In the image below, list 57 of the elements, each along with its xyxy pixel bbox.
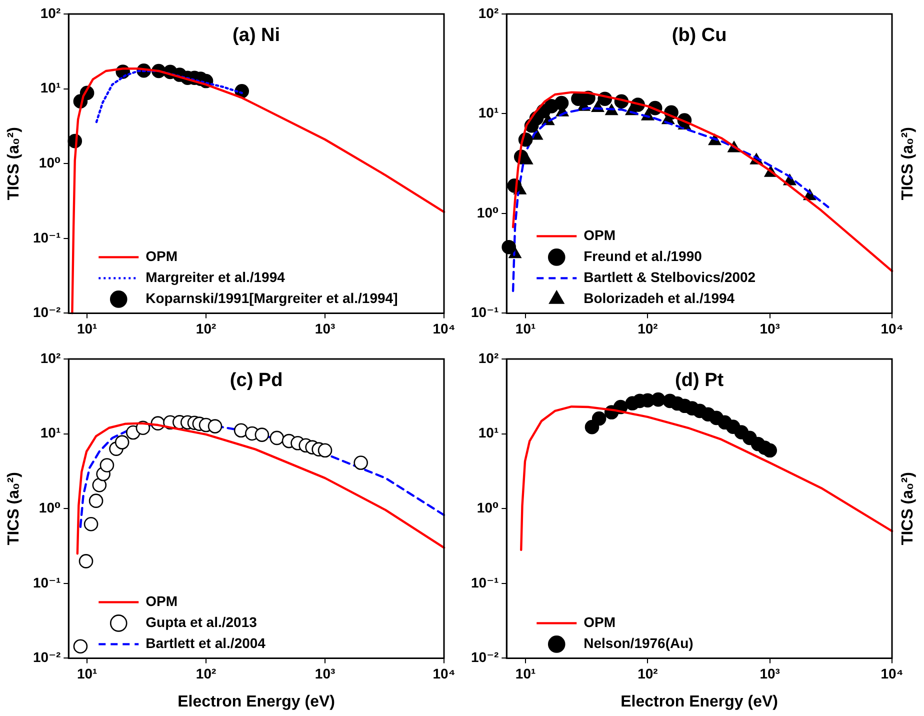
x-tick-label: 10³ xyxy=(760,665,780,682)
y-tick-label: 10⁻¹ xyxy=(471,574,499,590)
y-axis-title: TICS (a₀²) xyxy=(5,127,22,200)
y-tick-label: 10⁻² xyxy=(33,649,61,666)
x-tick-label: 10³ xyxy=(314,320,336,336)
legend-label: OPM xyxy=(146,593,178,610)
text: (b) Cu xyxy=(672,25,727,46)
x-tick-label: 10¹ xyxy=(515,320,536,336)
x-tick-label: 10¹ xyxy=(76,320,98,336)
y-tick-label: 10² xyxy=(478,4,499,21)
y-tick-label: 10⁻¹ xyxy=(33,574,61,590)
x-tick-label: 10² xyxy=(196,665,216,682)
legend-label: Bartlett & Stelbovics/2002 xyxy=(584,269,756,286)
y-tick-label: 10² xyxy=(478,350,499,366)
x-tick-label: 10¹ xyxy=(76,665,98,682)
y-axis-title: TICS (a₀²) xyxy=(5,472,22,546)
y-tick-label: 10⁻² xyxy=(33,304,61,320)
x-tick-label: 10⁴ xyxy=(432,320,456,336)
legend-label: Freund et al./1990 xyxy=(584,248,702,264)
x-tick-label: 10² xyxy=(638,665,658,682)
text: (a) Ni xyxy=(232,25,280,46)
y-axis-title: TICS (a₀²) xyxy=(899,472,916,546)
legend-label: Margreiter et al./1994 xyxy=(146,269,286,286)
y-tick-label: 10⁰ xyxy=(38,499,61,516)
y-tick-label: 10⁰ xyxy=(476,204,499,220)
x-tick-label: 10² xyxy=(196,320,216,336)
x-tick-label: 10³ xyxy=(314,665,336,682)
y-tick-label: 10¹ xyxy=(40,424,61,441)
y-tick-label: 10² xyxy=(40,4,61,21)
x-tick-label: 10⁴ xyxy=(880,320,904,336)
y-tick-label: 10⁰ xyxy=(38,154,61,170)
y-tick-label: 10⁰ xyxy=(476,499,499,516)
y-tick-label: 10⁻¹ xyxy=(471,304,499,320)
y-tick-label: 10² xyxy=(40,350,61,366)
y-tick-label: 10⁻¹ xyxy=(33,229,61,246)
x-tick-label: 10⁴ xyxy=(432,665,456,682)
x-tick-label: 10² xyxy=(638,320,658,336)
legend-label: Gupta et al./2013 xyxy=(146,614,258,630)
x-axis-title: Electron Energy (eV) xyxy=(178,693,335,710)
y-tick-label: 10¹ xyxy=(478,104,499,121)
y-tick-label: 10¹ xyxy=(478,424,499,441)
x-axis-title: Electron Energy (eV) xyxy=(620,693,778,710)
y-tick-label: 10⁻² xyxy=(471,649,499,666)
legend-label: Bolorizadeh et al./1994 xyxy=(584,290,735,306)
x-tick-label: 10¹ xyxy=(515,665,536,682)
y-tick-label: 10¹ xyxy=(40,80,61,96)
legend-label: Bartlett et al./2004 xyxy=(146,635,266,652)
legend-label: Koparnski/1991[Margreiter et al./1994] xyxy=(146,290,398,306)
y-axis-title: TICS (a₀²) xyxy=(899,127,916,200)
text: (d) Pt xyxy=(675,370,724,392)
legend-label: Nelson/1976(Au) xyxy=(584,635,694,652)
legend-label: OPM xyxy=(584,614,616,630)
legend-label: OPM xyxy=(584,227,616,244)
legend-label: OPM xyxy=(146,248,178,264)
x-tick-label: 10³ xyxy=(760,320,780,336)
x-tick-label: 10⁴ xyxy=(880,665,904,682)
text: (c) Pd xyxy=(230,370,283,392)
